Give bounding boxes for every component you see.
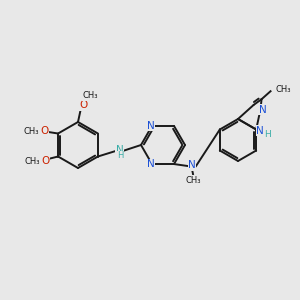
Text: N: N [147,159,155,169]
Text: N: N [188,160,196,170]
Text: CH₃: CH₃ [23,127,39,136]
Text: N: N [256,125,264,136]
Text: CH₃: CH₃ [275,85,291,94]
Text: O: O [79,100,87,110]
Text: O: O [40,125,48,136]
Text: N: N [116,145,123,155]
Text: H: H [264,130,271,139]
Text: CH₃: CH₃ [24,157,40,166]
Text: CH₃: CH₃ [185,176,201,184]
Text: H: H [117,151,124,160]
Text: O: O [41,155,49,166]
Text: CH₃: CH₃ [82,92,98,100]
Text: N: N [147,121,155,131]
Text: N: N [259,105,266,115]
